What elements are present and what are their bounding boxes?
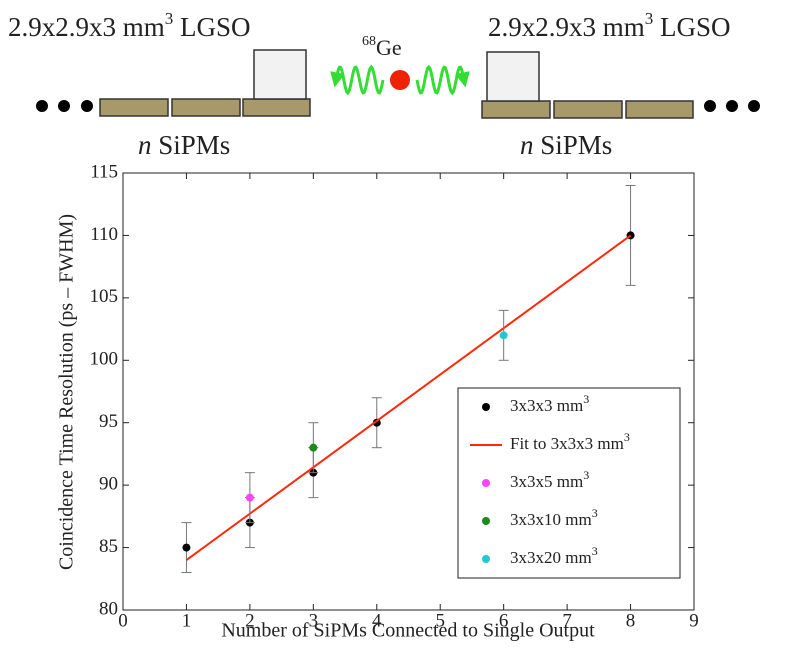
data-point — [245, 493, 254, 502]
crystal-label: 2.9x2.9x3 mm3 LGSO — [488, 9, 731, 42]
legend-label: 3x3x3 mm3 — [510, 392, 589, 415]
legend-swatch — [482, 479, 490, 487]
x-tick-label: 0 — [118, 610, 128, 631]
gamma-ray — [330, 64, 385, 96]
legend-label: Fit to 3x3x3 mm3 — [510, 430, 630, 453]
legend-label: 3x3x20 mm3 — [510, 544, 598, 567]
legend-swatch — [482, 555, 490, 563]
sipm-label: n SiPMs — [138, 130, 230, 160]
sipm-label: n SiPMs — [520, 130, 612, 160]
legend-box — [457, 387, 681, 579]
diagram: 2.9x2.9x3 mm3 LGSO 2.9x2.9x3 mm3 LGSO 68… — [8, 9, 760, 160]
data-point — [182, 543, 191, 552]
x-tick-label: 8 — [626, 610, 636, 631]
y-tick-label: 85 — [99, 536, 118, 557]
y-tick-label: 115 — [90, 161, 118, 182]
legend-swatch — [482, 517, 490, 525]
x-tick-label: 7 — [562, 610, 572, 631]
y-tick-label: 105 — [90, 286, 119, 307]
legend-swatch — [482, 403, 490, 411]
x-axis-label: Number of SiPMs Connected to Single Outp… — [221, 620, 595, 642]
crystal-label: 2.9x2.9x3 mm3 LGSO — [8, 9, 251, 42]
gamma-ray — [415, 64, 470, 96]
data-point — [372, 418, 381, 427]
sipm-array — [99, 98, 694, 119]
plot-frame — [122, 172, 695, 611]
source — [390, 70, 410, 90]
x-tick-label: 3 — [309, 610, 319, 631]
x-tick-label: 9 — [689, 610, 699, 631]
data-point — [499, 331, 508, 340]
source-label: 68Ge — [362, 34, 402, 60]
crystal — [253, 49, 540, 102]
ellipsis — [36, 100, 760, 112]
fit-line — [185, 234, 632, 561]
chart: Coincidence Time Resolution (ps – FWHM) … — [56, 214, 596, 642]
x-tick-label: 1 — [182, 610, 192, 631]
y-tick-label: 90 — [99, 474, 118, 495]
x-tick-label: 4 — [372, 610, 382, 631]
legend-label: 3x3x5 mm3 — [510, 468, 589, 491]
x-tick-label: 2 — [245, 610, 255, 631]
y-tick-label: 95 — [99, 411, 118, 432]
y-tick-label: 110 — [90, 224, 118, 245]
y-tick-label: 100 — [90, 349, 119, 370]
y-tick-label: 80 — [99, 598, 118, 619]
legend-label: 3x3x10 mm3 — [510, 506, 598, 529]
x-tick-label: 5 — [435, 610, 445, 631]
x-tick-label: 6 — [499, 610, 509, 631]
y-axis-label: Coincidence Time Resolution (ps – FWHM) — [56, 214, 78, 570]
data-point — [309, 443, 318, 452]
